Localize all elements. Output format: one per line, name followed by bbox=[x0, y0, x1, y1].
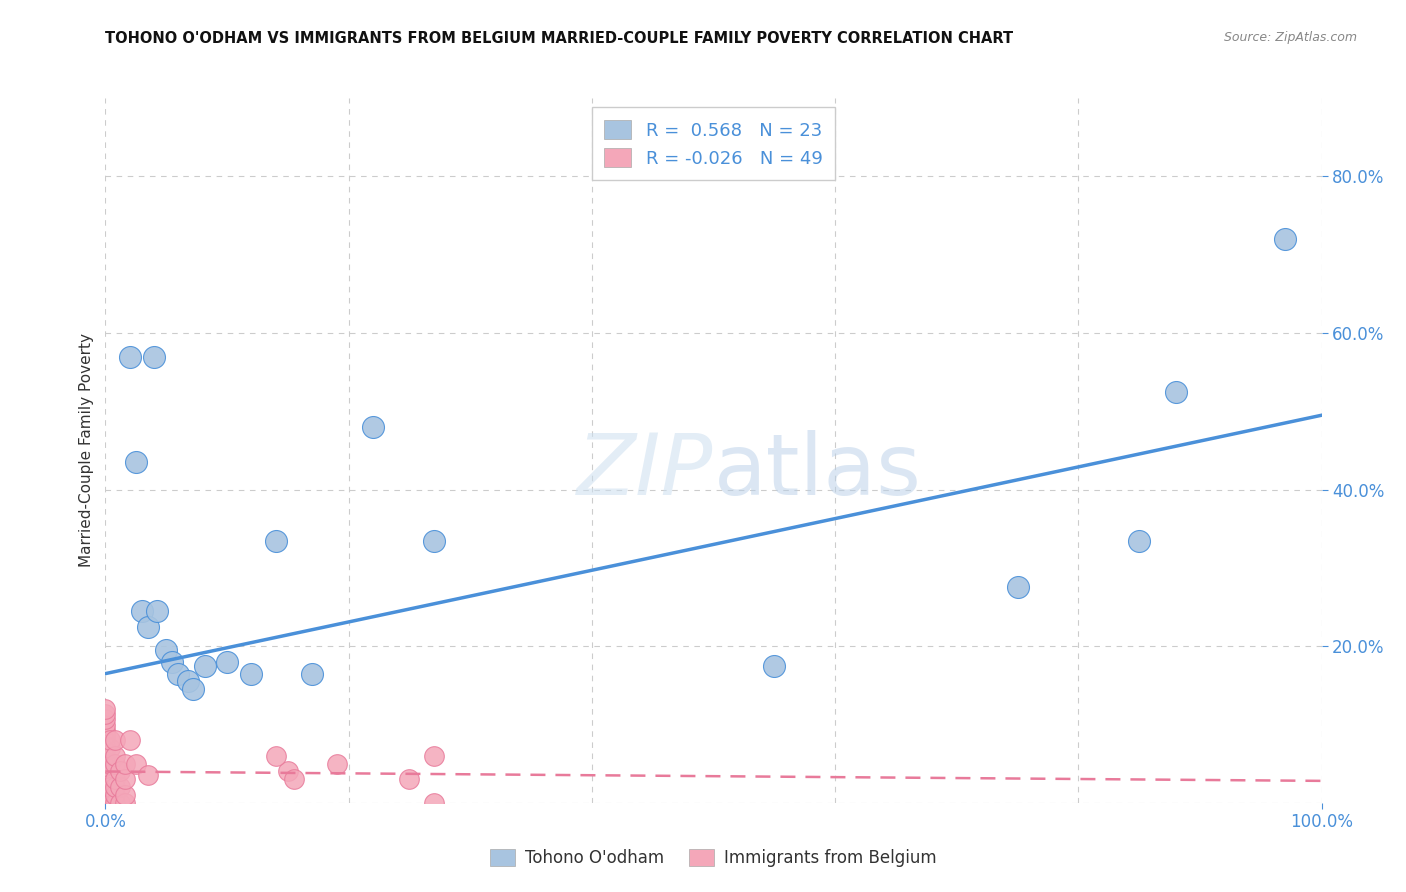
Point bbox=[325, 756, 347, 771]
Point bbox=[94, 770, 117, 784]
Point bbox=[108, 796, 131, 810]
Point bbox=[94, 707, 117, 722]
Point bbox=[118, 350, 141, 364]
Point bbox=[94, 764, 117, 779]
Point bbox=[94, 717, 117, 731]
Point bbox=[94, 743, 117, 757]
Text: Source: ZipAtlas.com: Source: ZipAtlas.com bbox=[1223, 31, 1357, 45]
Point bbox=[98, 780, 121, 794]
Point bbox=[98, 788, 121, 802]
Point bbox=[104, 733, 127, 747]
Point bbox=[423, 748, 446, 763]
Point bbox=[114, 788, 136, 802]
Point bbox=[94, 739, 117, 753]
Point bbox=[361, 420, 384, 434]
Point bbox=[94, 785, 117, 799]
Point bbox=[264, 748, 287, 763]
Point bbox=[114, 772, 136, 787]
Point bbox=[98, 741, 121, 756]
Point bbox=[1128, 533, 1150, 548]
Point bbox=[94, 723, 117, 737]
Point bbox=[94, 796, 117, 810]
Point bbox=[167, 666, 190, 681]
Point bbox=[104, 748, 127, 763]
Point bbox=[98, 756, 121, 771]
Point bbox=[763, 658, 786, 673]
Point bbox=[94, 774, 117, 789]
Point bbox=[301, 666, 323, 681]
Point bbox=[94, 759, 117, 773]
Point bbox=[162, 655, 184, 669]
Point bbox=[98, 796, 121, 810]
Point bbox=[264, 533, 287, 548]
Point bbox=[177, 674, 200, 689]
Point bbox=[277, 764, 299, 779]
Point bbox=[104, 788, 127, 802]
Point bbox=[104, 780, 127, 794]
Point bbox=[94, 790, 117, 805]
Y-axis label: Married-Couple Family Poverty: Married-Couple Family Poverty bbox=[79, 334, 94, 567]
Point bbox=[94, 728, 117, 742]
Point bbox=[104, 756, 127, 771]
Point bbox=[94, 702, 117, 716]
Point bbox=[94, 733, 117, 747]
Point bbox=[181, 682, 204, 697]
Point bbox=[1164, 384, 1187, 399]
Point bbox=[1007, 581, 1029, 595]
Point bbox=[423, 796, 446, 810]
Point bbox=[118, 733, 141, 747]
Text: ZIP: ZIP bbox=[578, 430, 713, 513]
Point bbox=[143, 350, 166, 364]
Point bbox=[136, 768, 159, 782]
Point bbox=[114, 796, 136, 810]
Point bbox=[1274, 232, 1296, 246]
Point bbox=[125, 455, 148, 469]
Point bbox=[217, 655, 239, 669]
Point bbox=[94, 712, 117, 726]
Point bbox=[94, 780, 117, 794]
Point bbox=[114, 756, 136, 771]
Point bbox=[104, 796, 127, 810]
Point bbox=[125, 756, 148, 771]
Text: TOHONO O'ODHAM VS IMMIGRANTS FROM BELGIUM MARRIED-COUPLE FAMILY POVERTY CORRELAT: TOHONO O'ODHAM VS IMMIGRANTS FROM BELGIU… bbox=[105, 31, 1014, 46]
Point bbox=[131, 604, 153, 618]
Legend: R =  0.568   N = 23, R = -0.026   N = 49: R = 0.568 N = 23, R = -0.026 N = 49 bbox=[592, 107, 835, 180]
Text: atlas: atlas bbox=[713, 430, 921, 513]
Point bbox=[194, 658, 217, 673]
Point bbox=[423, 533, 446, 548]
Point bbox=[155, 643, 177, 657]
Point bbox=[145, 604, 167, 618]
Point bbox=[136, 619, 159, 633]
Point bbox=[283, 772, 305, 787]
Point bbox=[240, 666, 263, 681]
Point bbox=[108, 780, 131, 794]
Point bbox=[94, 748, 117, 763]
Point bbox=[398, 772, 420, 787]
Point bbox=[94, 754, 117, 768]
Point bbox=[104, 772, 127, 787]
Point bbox=[108, 764, 131, 779]
Point bbox=[98, 733, 121, 747]
